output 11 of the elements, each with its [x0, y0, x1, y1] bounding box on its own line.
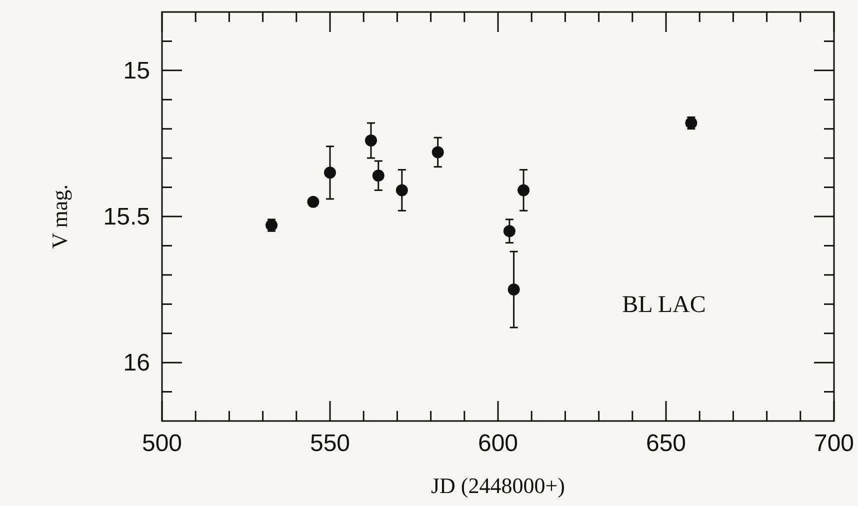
x-tick-label: 600 — [478, 430, 518, 457]
x-tick-label: 550 — [310, 430, 350, 457]
y-tick-label: 16 — [123, 350, 150, 377]
x-tick-label: 500 — [142, 430, 182, 457]
y-tick-label: 15 — [123, 57, 150, 84]
y-axis-title: V mag. — [47, 184, 72, 249]
y-tick-label: 15.5 — [103, 204, 150, 230]
x-tick-label: 700 — [814, 430, 854, 457]
x-axis-title: JD (2448000+) — [430, 473, 566, 498]
annotation: BL LAC — [622, 292, 706, 318]
x-tick-label: 650 — [646, 430, 686, 457]
